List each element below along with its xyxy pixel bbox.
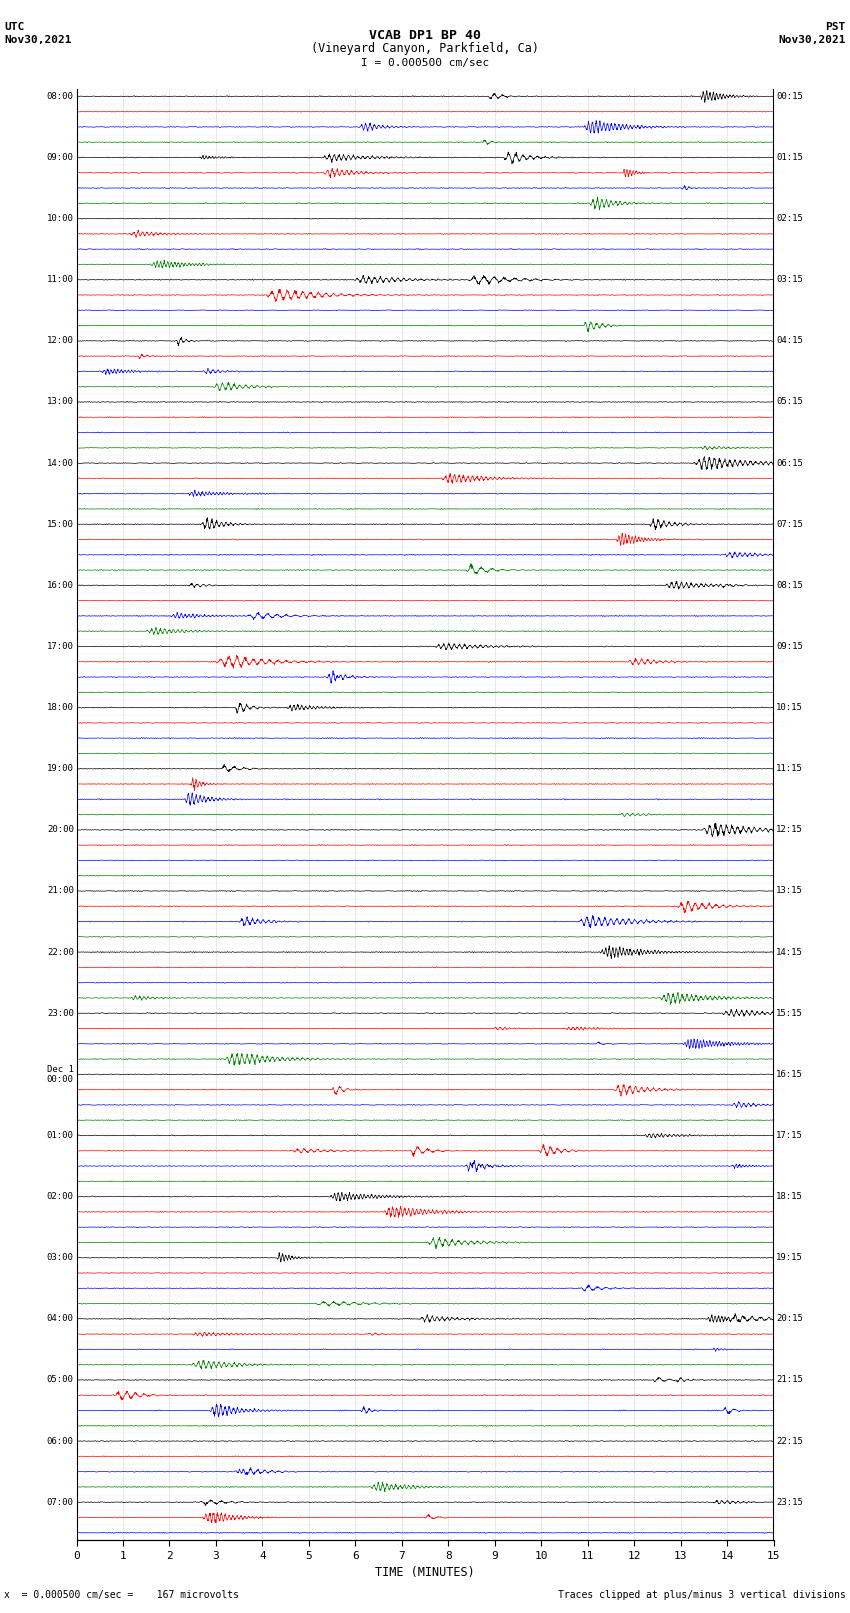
Text: (Vineyard Canyon, Parkfield, Ca): (Vineyard Canyon, Parkfield, Ca) (311, 42, 539, 55)
Text: I = 0.000500 cm/sec: I = 0.000500 cm/sec (361, 58, 489, 68)
X-axis label: TIME (MINUTES): TIME (MINUTES) (375, 1566, 475, 1579)
Text: VCAB DP1 BP 40: VCAB DP1 BP 40 (369, 29, 481, 42)
Text: Nov30,2021: Nov30,2021 (4, 35, 71, 45)
Text: UTC: UTC (4, 23, 25, 32)
Text: PST: PST (825, 23, 846, 32)
Text: Nov30,2021: Nov30,2021 (779, 35, 846, 45)
Text: x  = 0.000500 cm/sec =    167 microvolts: x = 0.000500 cm/sec = 167 microvolts (4, 1590, 239, 1600)
Text: Traces clipped at plus/minus 3 vertical divisions: Traces clipped at plus/minus 3 vertical … (558, 1590, 846, 1600)
